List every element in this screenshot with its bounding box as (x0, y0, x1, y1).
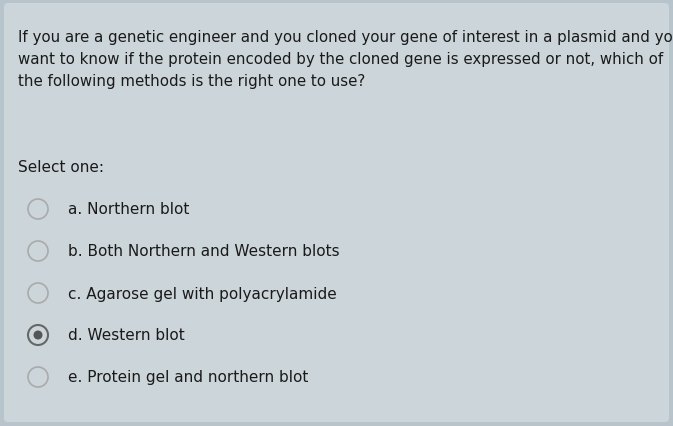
Text: If you are a genetic engineer and you cloned your gene of interest in a plasmid : If you are a genetic engineer and you cl… (18, 30, 673, 45)
FancyBboxPatch shape (4, 4, 669, 422)
Circle shape (28, 325, 48, 345)
Circle shape (28, 367, 48, 387)
Text: the following methods is the right one to use?: the following methods is the right one t… (18, 74, 365, 89)
Text: c. Agarose gel with polyacrylamide: c. Agarose gel with polyacrylamide (68, 286, 336, 301)
Text: b. Both Northern and Western blots: b. Both Northern and Western blots (68, 244, 340, 259)
Circle shape (28, 199, 48, 219)
Text: e. Protein gel and northern blot: e. Protein gel and northern blot (68, 370, 308, 385)
Circle shape (34, 331, 42, 340)
Text: a. Northern blot: a. Northern blot (68, 202, 189, 217)
Circle shape (28, 283, 48, 303)
Text: want to know if the protein encoded by the cloned gene is expressed or not, whic: want to know if the protein encoded by t… (18, 52, 664, 67)
Circle shape (28, 242, 48, 262)
Text: Select one:: Select one: (18, 160, 104, 175)
Text: d. Western blot: d. Western blot (68, 328, 185, 343)
